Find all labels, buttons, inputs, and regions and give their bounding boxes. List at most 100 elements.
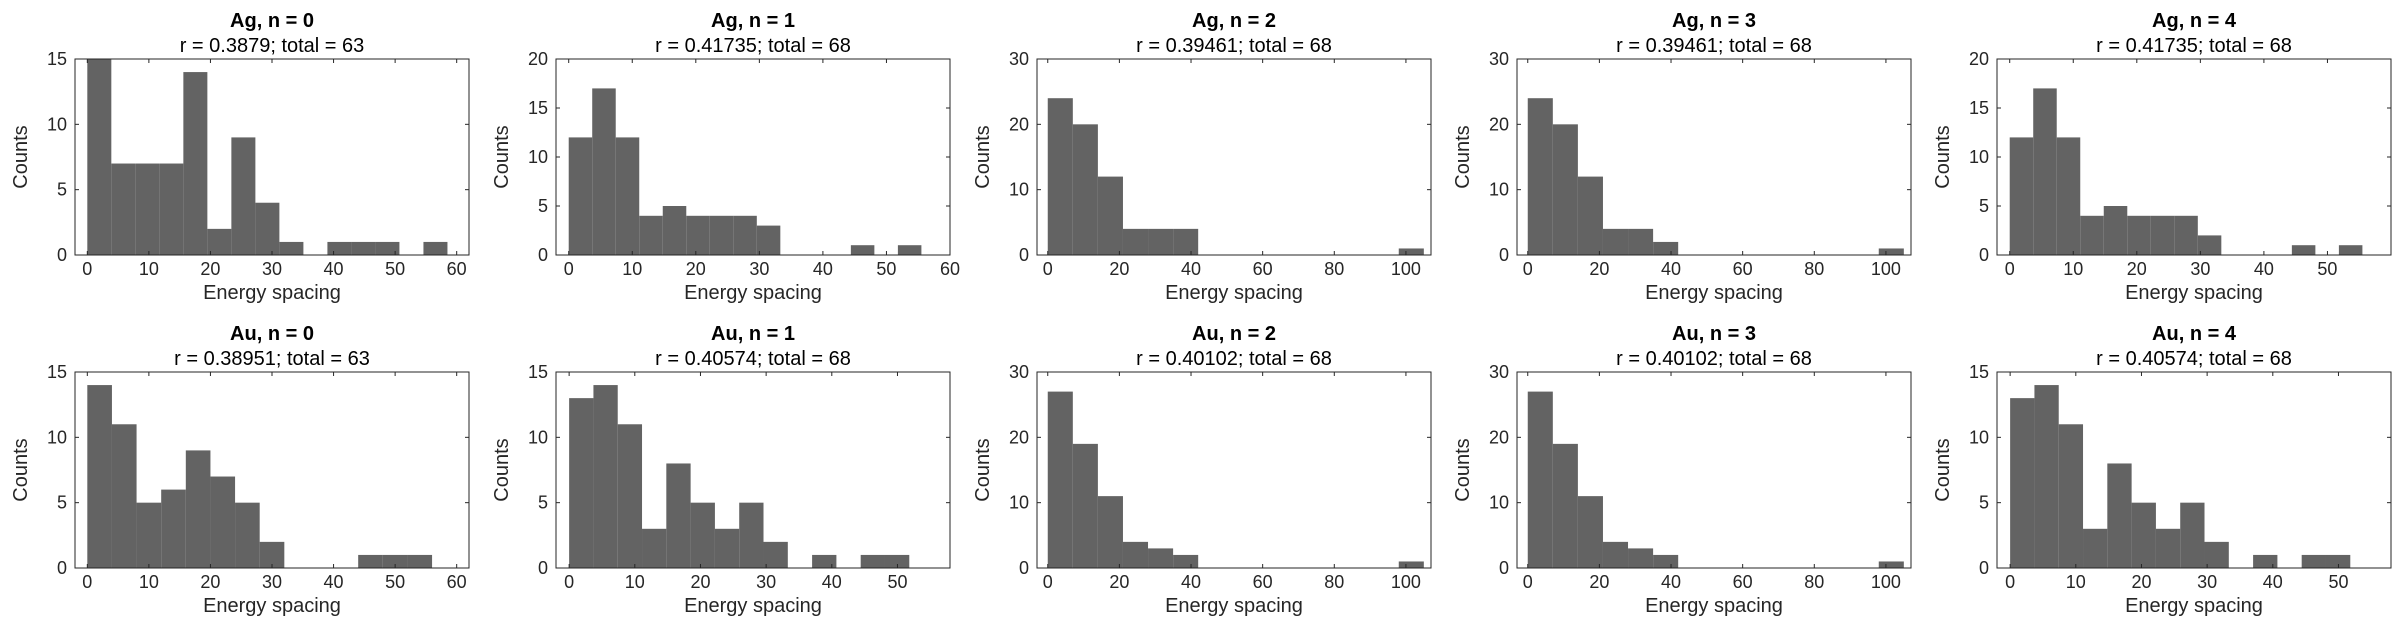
histogram-panel: 0 10 20 30 40 50 60 0 5 10 15 20 Ag, n = 1 r = 0.4173…: [491, 10, 960, 304]
histogram-bar: [569, 398, 594, 568]
y-tick-label: 30: [1009, 49, 1029, 69]
x-tick-label: 50: [2328, 572, 2348, 592]
y-tick-label: 10: [1489, 180, 1509, 200]
x-tick-label: 20: [2131, 572, 2151, 592]
histogram-bar: [136, 502, 162, 568]
histogram-bar: [327, 241, 352, 255]
x-tick-label: 10: [622, 259, 642, 279]
x-tick-label: 50: [385, 572, 405, 592]
histogram-bar: [185, 450, 211, 568]
histogram-bar: [2131, 502, 2156, 568]
y-tick-label: 10: [1969, 427, 1989, 447]
x-axis-label: Energy spacing: [1165, 595, 1303, 617]
y-axis-label: Counts: [1932, 438, 1954, 501]
x-tick-label: 30: [262, 572, 282, 592]
chart-title: Au, n = 4: [2152, 323, 2237, 345]
histogram-bar: [2080, 215, 2104, 255]
x-tick-label: 20: [1589, 259, 1609, 279]
x-tick-label: 0: [82, 259, 92, 279]
y-tick-label: 15: [47, 362, 67, 382]
y-tick-label: 30: [1489, 49, 1509, 69]
y-axis-label: Counts: [1932, 125, 1954, 188]
y-tick-label: 0: [1019, 245, 1029, 265]
x-tick-label: 0: [564, 259, 574, 279]
x-tick-label: 40: [1661, 572, 1681, 592]
histogram-bar: [159, 163, 184, 255]
x-tick-label: 20: [1109, 259, 1129, 279]
x-tick-label: 0: [82, 572, 92, 592]
histogram-bar: [407, 554, 433, 568]
plot-frame: [1516, 58, 1912, 256]
y-tick-label: 0: [1979, 245, 1989, 265]
x-tick-label: 40: [1181, 259, 1201, 279]
histogram-bar: [1398, 248, 1424, 255]
y-tick-label: 0: [1979, 558, 1989, 578]
histogram-bar: [231, 137, 256, 255]
histogram-bar: [1097, 496, 1123, 568]
chart-title: Au, n = 1: [711, 323, 795, 345]
histogram-bar: [1173, 228, 1199, 255]
histogram-bar: [568, 137, 593, 255]
histogram-bar: [897, 245, 922, 255]
histogram-bar: [1072, 124, 1098, 255]
y-tick-label: 15: [47, 49, 67, 69]
x-tick-label: 20: [686, 259, 706, 279]
histogram-panel: 0 10 20 30 40 50 0 5 10 15 20 Ag, n = 4 r = 0.41735;…: [1932, 10, 2392, 304]
x-tick-label: 60: [447, 572, 467, 592]
histogram-bar: [1552, 443, 1578, 568]
histogram-bar: [259, 541, 285, 568]
chart-title: Au, n = 0: [230, 323, 314, 345]
histogram-bar: [642, 528, 667, 568]
histogram-bar: [1878, 561, 1904, 568]
x-tick-label: 40: [1661, 259, 1681, 279]
histogram-bar: [1577, 176, 1603, 255]
histogram-bar: [87, 385, 112, 568]
x-axis-label: Energy spacing: [684, 595, 822, 617]
histogram-bar: [1148, 548, 1174, 568]
chart-title: Ag, n = 1: [711, 10, 795, 32]
x-tick-label: 50: [385, 259, 405, 279]
histogram-bar: [255, 202, 280, 255]
histogram-bar: [739, 502, 764, 568]
plot-frame: [1516, 371, 1912, 569]
histogram-bar: [850, 245, 875, 255]
histogram-bar: [860, 554, 885, 568]
histogram-bar: [2033, 88, 2057, 256]
histogram-bar: [714, 528, 740, 568]
histogram-bar: [1072, 443, 1098, 568]
x-tick-label: 100: [1391, 572, 1421, 592]
chart-subtitle: r = 0.40102; total = 68: [1616, 348, 1812, 370]
histogram-bar: [733, 215, 757, 255]
histogram-bar: [1878, 248, 1904, 255]
histogram-panel: 0 20 40 60 80 100 0 10 20 30 Au, n = 2 r = 0.40102;…: [972, 323, 1432, 617]
x-axis-label: Energy spacing: [1165, 282, 1303, 304]
x-tick-label: 60: [940, 259, 960, 279]
x-tick-label: 30: [756, 572, 776, 592]
x-tick-label: 100: [1391, 259, 1421, 279]
x-tick-label: 60: [1253, 259, 1273, 279]
histogram-bar: [1097, 176, 1123, 255]
y-tick-label: 5: [57, 493, 67, 513]
x-tick-label: 30: [2190, 259, 2210, 279]
histogram-bar: [183, 72, 208, 255]
histogram-bar: [235, 502, 260, 568]
x-tick-label: 10: [2066, 572, 2086, 592]
histogram-panel: 0 20 40 60 80 100 0 10 20 30 Ag, n = 3 r = 0.39461;…: [1452, 10, 1912, 304]
histogram-bar: [210, 476, 236, 568]
histogram-bar: [2009, 137, 2034, 255]
histogram-bar: [279, 241, 304, 255]
y-axis-label: Counts: [1452, 438, 1474, 501]
histogram-panel: 0 10 20 30 40 50 60 0 5 10 15 Au, n = 0 r = 0.38951;…: [10, 323, 470, 617]
x-tick-label: 50: [876, 259, 896, 279]
chart-title: Ag, n = 2: [1192, 10, 1276, 32]
x-tick-label: 40: [822, 572, 842, 592]
y-tick-label: 20: [528, 49, 548, 69]
x-axis-label: Energy spacing: [1645, 282, 1783, 304]
y-tick-label: 15: [1969, 98, 1989, 118]
y-tick-label: 30: [1489, 362, 1509, 382]
x-axis-label: Energy spacing: [684, 282, 822, 304]
y-tick-label: 0: [538, 245, 548, 265]
chart-subtitle: r = 0.40102; total = 68: [1136, 348, 1332, 370]
histogram-bar: [2180, 502, 2205, 568]
histogram-bar: [87, 59, 112, 255]
